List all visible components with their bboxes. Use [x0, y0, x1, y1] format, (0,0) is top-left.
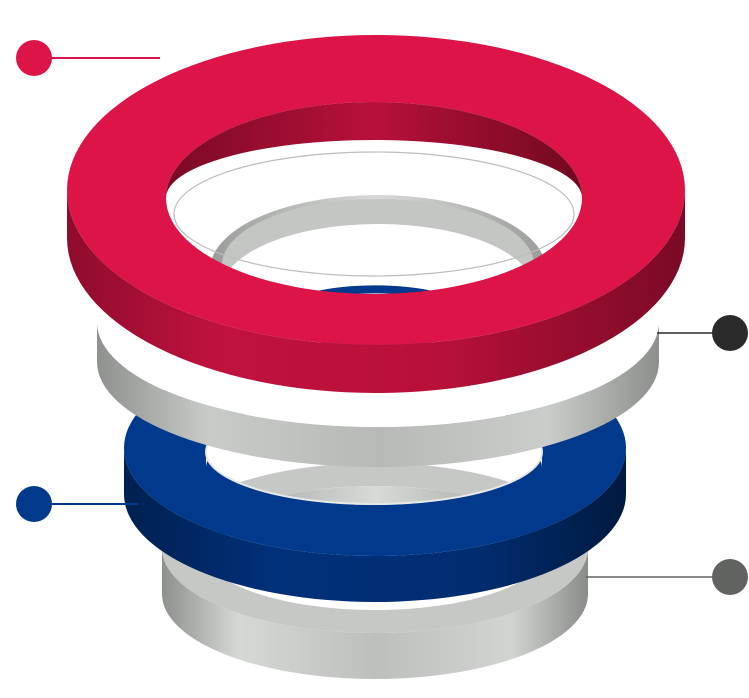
ring-red-inner-rim [173, 151, 575, 277]
ring-white-inner-band [222, 199, 534, 290]
ring-red-top-face [67, 35, 685, 345]
callout-blue-dot[interactable] [16, 486, 52, 522]
callout-white [657, 315, 748, 351]
callout-gray-dot[interactable] [712, 559, 748, 595]
ring-white-outer-wall [97, 322, 659, 467]
ring-blue-outer-wall [124, 448, 626, 602]
callout-gray [586, 559, 748, 595]
callout-white-dot[interactable] [712, 315, 748, 351]
callout-blue [16, 486, 138, 522]
ring-red-outer-wall [67, 190, 685, 393]
ring-gray-outer-wall [162, 548, 588, 679]
callout-red-dot[interactable] [16, 40, 52, 76]
ring-red-inner-wall [166, 102, 582, 198]
ring-red [67, 35, 685, 393]
callout-red [16, 40, 160, 76]
